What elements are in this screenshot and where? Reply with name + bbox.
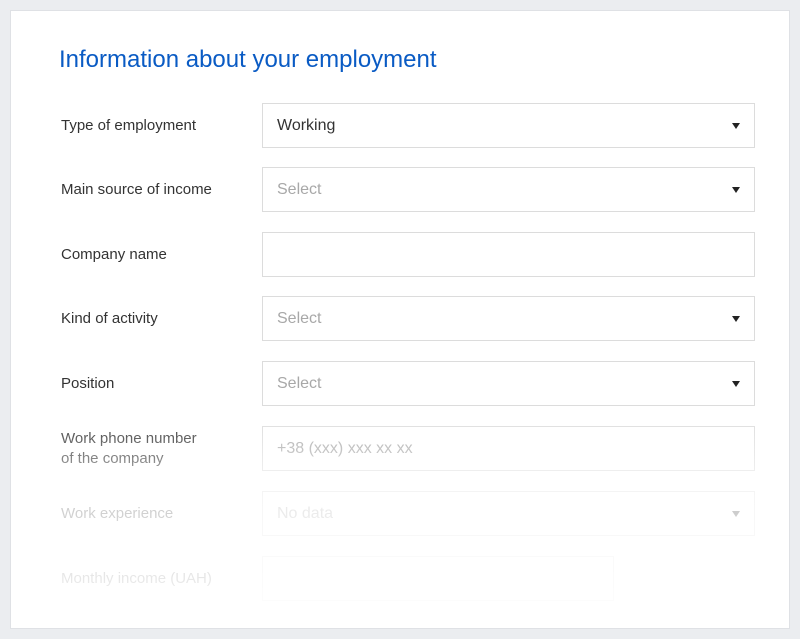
caret-down-icon <box>732 123 740 129</box>
form-row-kind-of-activity: Kind of activity Select <box>11 296 789 341</box>
form-row-position: Position Select <box>11 361 789 406</box>
field-label: Work experience <box>61 504 174 522</box>
monthly-income-input[interactable] <box>262 556 614 601</box>
field-label: Type of employment <box>61 116 197 134</box>
position-select[interactable]: Select <box>262 361 755 406</box>
placeholder-text: No data <box>277 504 334 522</box>
field-label: Position <box>61 374 115 392</box>
work-phone-input[interactable]: +38 (xxx) xxx xx xx <box>262 426 755 471</box>
form-row-monthly-income: Monthly income (UAH) <box>11 556 789 601</box>
placeholder-text: Select <box>277 309 322 327</box>
field-label: Work phone number of the company <box>61 426 251 471</box>
label-line: Work phone number <box>61 429 197 447</box>
caret-down-icon <box>732 381 740 387</box>
caret-down-icon <box>732 316 740 322</box>
field-label: Main source of income <box>61 180 212 198</box>
field-label: Company name <box>61 245 167 263</box>
form-row-type-of-employment: Type of employment Working <box>11 103 789 148</box>
caret-down-icon <box>732 511 740 517</box>
main-source-of-income-select[interactable]: Select <box>262 167 755 212</box>
label-line: of the company <box>61 449 164 467</box>
placeholder-text: Select <box>277 374 322 392</box>
company-name-input[interactable] <box>262 232 755 277</box>
page-title: Information about your employment <box>59 46 437 73</box>
field-label: Monthly income (UAH) <box>61 569 212 587</box>
placeholder-text: +38 (xxx) xxx xx xx <box>277 439 413 457</box>
caret-down-icon <box>732 187 740 193</box>
type-of-employment-select[interactable]: Working <box>262 103 755 148</box>
employment-form-card: Information about your employment Type o… <box>10 10 790 629</box>
placeholder-text: Select <box>277 180 322 198</box>
form-row-company-name: Company name <box>11 232 789 277</box>
form-row-work-phone: Work phone number of the company +38 (xxx… <box>11 426 789 471</box>
selected-value: Working <box>277 116 336 134</box>
field-label: Kind of activity <box>61 309 158 327</box>
kind-of-activity-select[interactable]: Select <box>262 296 755 341</box>
work-experience-select[interactable]: No data <box>262 491 755 536</box>
form-row-work-experience: Work experience No data <box>11 491 789 536</box>
form-row-main-source-of-income: Main source of income Select <box>11 167 789 212</box>
